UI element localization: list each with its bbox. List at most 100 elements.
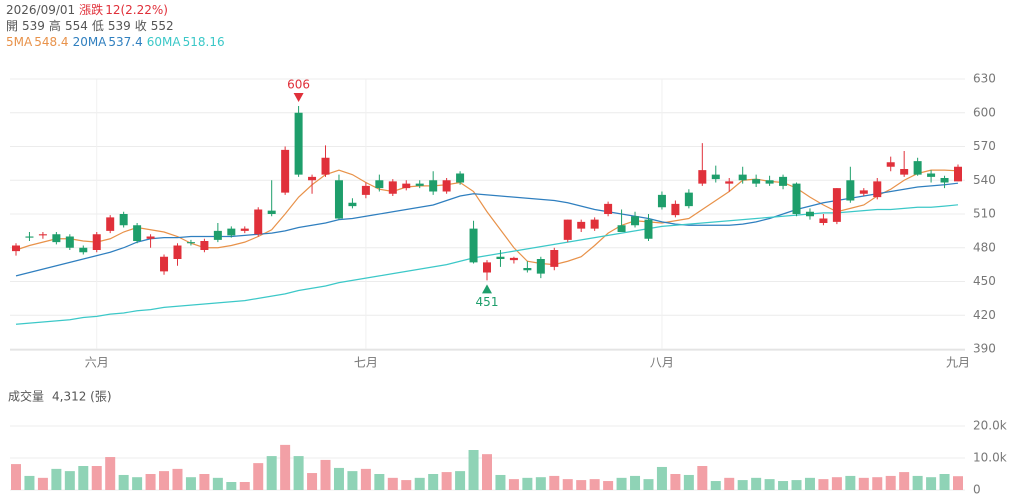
volume-bar (64, 471, 75, 490)
candle-body (563, 219, 572, 240)
high-label: 高 (48, 19, 61, 33)
candle-body (738, 174, 747, 181)
candle-body (12, 245, 20, 252)
legend-value: 548.4 (34, 35, 69, 49)
ma-line (15, 204, 959, 325)
x-tick-label: 六月 (85, 356, 109, 370)
volume-bar (562, 479, 573, 490)
volume-bar (656, 466, 667, 490)
volume-bar (710, 481, 721, 490)
volume-bar (643, 479, 654, 490)
volume-bar (118, 474, 129, 490)
ma-legend: 5MA 548.4 20MA 537.4 60MA 518.16 (6, 34, 229, 50)
candle-body (913, 161, 922, 175)
candle-body (308, 176, 317, 181)
candle-body (334, 180, 343, 219)
ohlc-line: 開 539 高 554 低 539 收 552 (6, 18, 229, 34)
volume-bar (441, 472, 452, 490)
y-tick-label: 390 (973, 342, 996, 356)
date: 2026/09/01 (6, 3, 76, 17)
candle-body (415, 183, 424, 186)
volume-bar (320, 459, 331, 490)
volume-bar (831, 477, 842, 490)
candle-body (133, 225, 142, 241)
volume-bar (360, 468, 371, 490)
candle-body (186, 242, 195, 244)
volume-bar (91, 466, 102, 490)
volume-bar (199, 474, 210, 490)
volume-bar (845, 475, 856, 490)
volume-bar (522, 477, 533, 490)
ma-line (15, 182, 959, 277)
change-label: 漲跌 (79, 3, 104, 17)
candle-body (819, 218, 828, 223)
candle-body (321, 157, 330, 175)
high-value: 554 (64, 19, 88, 33)
close-label: 收 (134, 19, 147, 33)
candle-body (429, 180, 438, 192)
low-label: 低 (91, 19, 104, 33)
volume-bar (159, 471, 170, 490)
candle-body (281, 149, 290, 193)
legend-name: 60MA (146, 35, 181, 49)
y-tick-label: 630 (973, 72, 996, 86)
candle-body (496, 256, 505, 259)
volume-bar (239, 482, 250, 490)
volume-bar (737, 480, 748, 490)
candle-body (65, 236, 74, 248)
volume-bar (818, 479, 829, 490)
volume-bar (697, 466, 708, 490)
volume-bar (414, 477, 425, 490)
candle-body (294, 112, 303, 175)
candle-body (119, 214, 128, 226)
volume-bar (401, 480, 412, 490)
candle-body (617, 225, 626, 232)
volume-bar (307, 473, 318, 490)
volume-bar (132, 477, 143, 490)
volume-bar (549, 475, 560, 490)
candle-body (267, 210, 276, 214)
ma-line (15, 169, 959, 266)
volume-bar (172, 468, 183, 490)
min-marker (482, 284, 492, 294)
volume-bar (482, 454, 492, 490)
volume-bar (347, 471, 358, 490)
change: 12(2.22%) (105, 3, 168, 17)
volume-bar (912, 475, 923, 490)
volume-bar (670, 474, 681, 490)
candle-body (509, 257, 518, 261)
volume-bar (589, 479, 600, 490)
volume-bar (778, 481, 789, 490)
y-tick-label: 510 (973, 207, 996, 221)
candle-body (213, 230, 222, 240)
candle-body (375, 180, 384, 189)
candle-body (954, 166, 962, 182)
candle-body (361, 185, 370, 195)
volume-bar (791, 480, 802, 490)
volume-bar (804, 477, 815, 490)
volume-bar (683, 474, 694, 490)
volume-bar (24, 475, 35, 490)
volume-bar (953, 476, 963, 490)
candle-body (752, 179, 761, 184)
volume-title: 成交量 (8, 389, 44, 404)
open-label: 開 (6, 19, 19, 33)
candle-body (927, 173, 936, 177)
header-line: 2026/09/01 漲跌 12(2.22%) (6, 2, 229, 18)
candle-body (859, 190, 868, 194)
y-tick-label: 480 (973, 240, 996, 254)
volume-bar (495, 474, 506, 490)
candle-body (348, 202, 357, 207)
volume-bar (293, 456, 304, 490)
candle-body (442, 180, 451, 192)
volume-bar (455, 471, 466, 490)
volume-bar (226, 482, 237, 490)
candle-body (483, 262, 491, 273)
candle-body (388, 181, 397, 194)
low-value: 539 (107, 19, 131, 33)
volume-bar (468, 450, 479, 490)
candle-body (631, 216, 640, 226)
candle-body (684, 192, 693, 207)
volume-bar (428, 474, 439, 490)
y-tick-label: 0 (973, 483, 981, 497)
